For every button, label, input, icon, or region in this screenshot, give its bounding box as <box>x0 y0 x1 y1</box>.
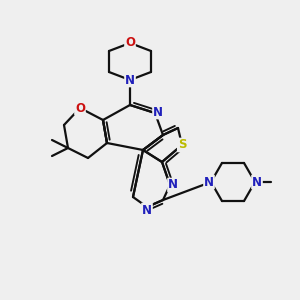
Text: N: N <box>168 178 178 191</box>
Text: N: N <box>252 176 262 188</box>
Text: N: N <box>142 203 152 217</box>
Text: O: O <box>125 37 135 50</box>
Text: N: N <box>153 106 163 118</box>
Text: N: N <box>204 176 214 188</box>
Text: O: O <box>75 101 85 115</box>
Text: N: N <box>125 74 135 86</box>
Text: S: S <box>178 139 186 152</box>
